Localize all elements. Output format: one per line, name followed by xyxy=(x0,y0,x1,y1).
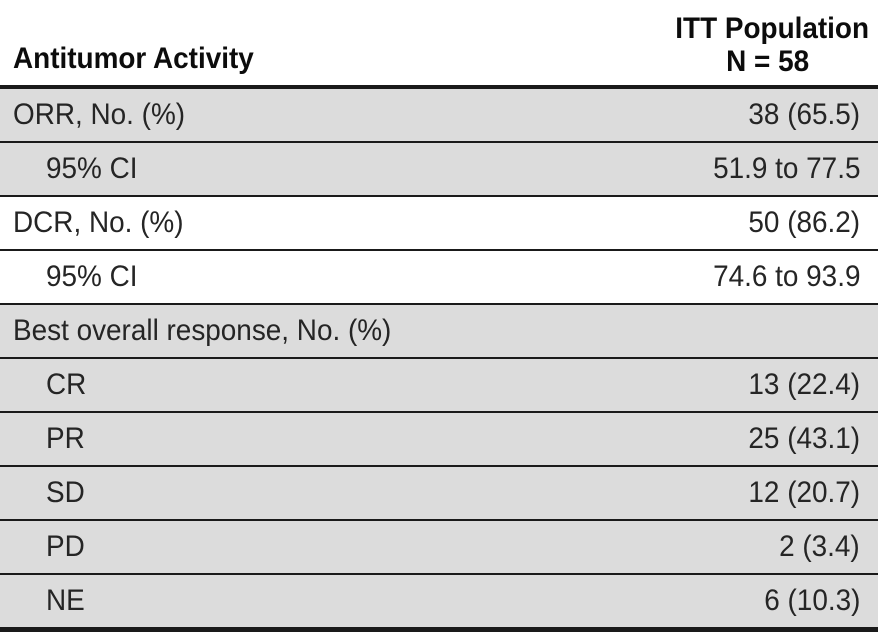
row-value: 38 (65.5) xyxy=(740,98,878,132)
row-label-text: PR xyxy=(46,422,85,455)
row-label: Best overall response, No. (%) xyxy=(0,314,420,348)
row-label: 95% CI xyxy=(0,152,144,186)
row-value: 25 (43.1) xyxy=(740,422,878,456)
row-label-text: Best overall response, No. (%) xyxy=(13,314,392,347)
row-value-text: 2 (3.4) xyxy=(779,530,860,563)
row-label: NE xyxy=(0,584,88,618)
row-value: 74.6 to 93.9 xyxy=(702,260,878,294)
table-row: PR 25 (43.1) xyxy=(0,413,878,467)
table-header-row: Antitumor Activity ITT Population N = 58 xyxy=(0,0,878,89)
row-label: 95% CI xyxy=(0,260,144,294)
table-row: DCR, No. (%) 50 (86.2) xyxy=(0,197,878,251)
row-value-text: 12 (20.7) xyxy=(748,476,860,509)
row-value-text: 38 (65.5) xyxy=(748,98,860,131)
row-value-text: 51.9 to 77.5 xyxy=(712,152,860,185)
row-value: 13 (22.4) xyxy=(740,368,878,402)
row-value-text: 13 (22.4) xyxy=(748,368,860,401)
header-population-line1: ITT Population xyxy=(675,12,870,45)
table-row: 95% CI 74.6 to 93.9 xyxy=(0,251,878,305)
table-row: PD 2 (3.4) xyxy=(0,521,878,575)
row-label: CR xyxy=(0,368,89,402)
table-row: CR 13 (22.4) xyxy=(0,359,878,413)
header-activity-label: Antitumor Activity xyxy=(13,42,254,75)
table-row: NE 6 (10.3) xyxy=(0,575,878,632)
row-value-text: 6 (10.3) xyxy=(763,584,860,617)
header-activity-column: Antitumor Activity xyxy=(0,42,272,85)
row-label: ORR, No. (%) xyxy=(0,98,198,132)
row-label-text: PD xyxy=(46,530,85,563)
row-value: 12 (20.7) xyxy=(740,476,878,510)
row-label-text: NE xyxy=(46,584,85,617)
row-label: SD xyxy=(0,476,88,510)
header-population-line2: N = 58 xyxy=(726,45,810,78)
row-label-text: 95% CI xyxy=(46,152,138,185)
table-row: Best overall response, No. (%) xyxy=(0,305,878,359)
row-value: 2 (3.4) xyxy=(773,530,878,564)
row-value-text: 50 (86.2) xyxy=(748,206,860,239)
row-label-text: SD xyxy=(46,476,85,509)
row-value-text: 25 (43.1) xyxy=(748,422,860,455)
row-label: DCR, No. (%) xyxy=(0,206,196,240)
header-population-column: ITT Population N = 58 xyxy=(668,12,870,85)
row-value: 50 (86.2) xyxy=(740,206,878,240)
row-label-text: 95% CI xyxy=(46,260,138,293)
table-row: 95% CI 51.9 to 77.5 xyxy=(0,143,878,197)
row-value-text: 74.6 to 93.9 xyxy=(712,260,860,293)
row-label-text: ORR, No. (%) xyxy=(13,98,186,131)
table-row: ORR, No. (%) 38 (65.5) xyxy=(0,89,878,143)
row-label: PR xyxy=(0,422,88,456)
table-row: SD 12 (20.7) xyxy=(0,467,878,521)
row-label-text: CR xyxy=(46,368,87,401)
row-value: 6 (10.3) xyxy=(757,584,878,618)
row-label-text: DCR, No. (%) xyxy=(13,206,184,239)
row-label: PD xyxy=(0,530,88,564)
row-value xyxy=(860,314,878,348)
row-value: 51.9 to 77.5 xyxy=(702,152,878,186)
